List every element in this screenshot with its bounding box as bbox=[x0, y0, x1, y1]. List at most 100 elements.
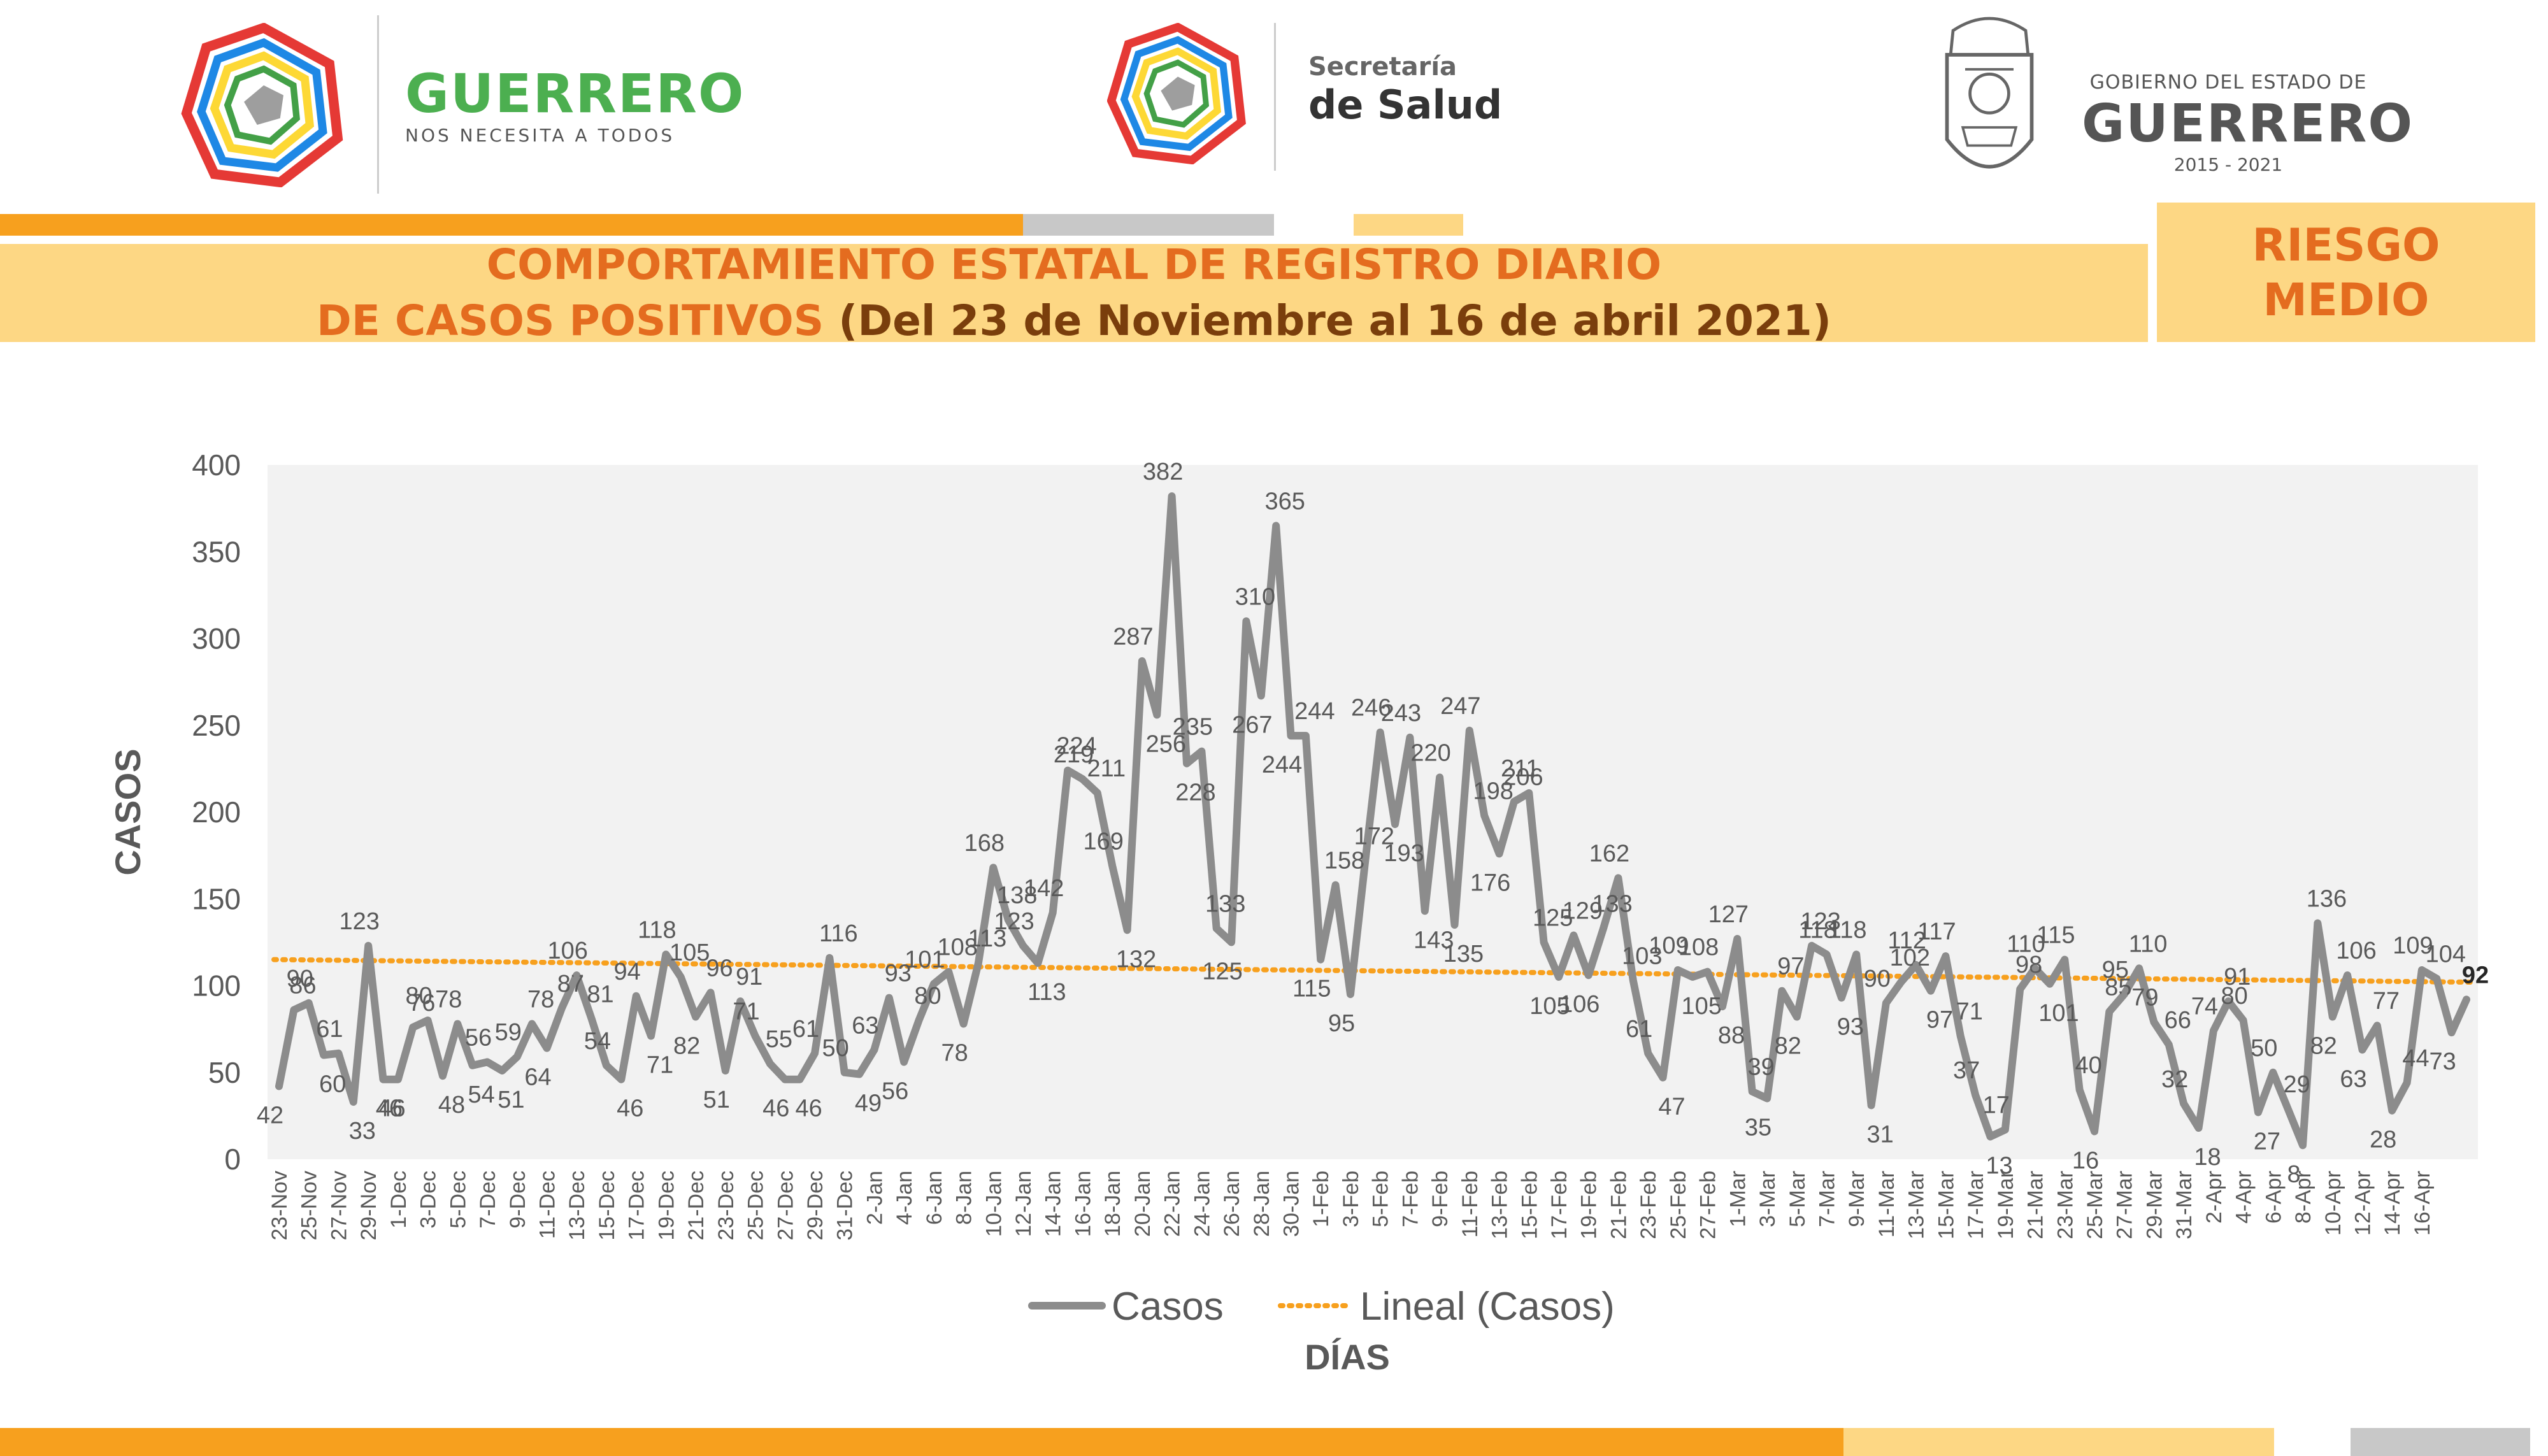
x-tick-label: 23-Mar bbox=[2053, 1171, 2077, 1239]
data-point bbox=[826, 954, 833, 961]
data-label: 118 bbox=[1828, 917, 1867, 943]
data-label: 132 bbox=[1116, 946, 1156, 973]
data-label: 51 bbox=[703, 1087, 730, 1113]
data-label: 168 bbox=[964, 830, 1005, 857]
data-label: 56 bbox=[465, 1024, 492, 1051]
state-coat-of-arms bbox=[1929, 4, 2050, 203]
data-point bbox=[1838, 994, 1845, 1001]
x-tick-label: 3-Mar bbox=[1756, 1171, 1780, 1227]
x-tick-label: 14-Apr bbox=[2380, 1171, 2405, 1236]
data-point bbox=[573, 972, 580, 979]
data-label: 82 bbox=[2310, 1033, 2337, 1060]
data-point bbox=[662, 951, 669, 958]
x-tick-label: 25-Mar bbox=[2083, 1171, 2107, 1239]
data-label: 193 bbox=[1384, 840, 1424, 867]
data-label: 287 bbox=[1113, 624, 1153, 650]
risk-label: RIESGO bbox=[2252, 218, 2440, 271]
data-label: 28 bbox=[2370, 1127, 2396, 1153]
risk-level-box: RIESGO MEDIO bbox=[2157, 203, 2535, 342]
guerrero-emblem-logo bbox=[180, 22, 348, 188]
data-label: 101 bbox=[2038, 1000, 2079, 1027]
data-label: 46 bbox=[762, 1096, 789, 1122]
data-label: 123 bbox=[339, 908, 379, 935]
data-label: 310 bbox=[1235, 583, 1275, 610]
data-point bbox=[2210, 1027, 2217, 1034]
data-point bbox=[543, 1045, 550, 1052]
data-label: 382 bbox=[1143, 459, 1183, 485]
data-point bbox=[1243, 618, 1250, 625]
data-point bbox=[1779, 987, 1786, 994]
data-point bbox=[1540, 939, 1547, 946]
data-point bbox=[2448, 1029, 2455, 1036]
data-label: 108 bbox=[938, 934, 978, 961]
x-tick-label: 5-Feb bbox=[1369, 1171, 1393, 1227]
data-label: 162 bbox=[1589, 841, 1629, 867]
data-point bbox=[2061, 956, 2068, 963]
x-tick-label: 9-Dec bbox=[506, 1171, 530, 1229]
x-tick-label: 6-Apr bbox=[2261, 1171, 2286, 1224]
data-point bbox=[1853, 951, 1860, 958]
secretaria-salud: Secretaría de Salud bbox=[1308, 52, 1502, 128]
data-label: 93 bbox=[885, 960, 912, 987]
data-label: 78 bbox=[435, 986, 462, 1013]
data-label: 244 bbox=[1262, 752, 1302, 778]
data-point bbox=[707, 989, 714, 996]
x-tick-label: 22-Jan bbox=[1161, 1171, 1185, 1237]
x-tick-label: 17-Dec bbox=[625, 1171, 649, 1241]
x-tick-label: 19-Dec bbox=[654, 1171, 678, 1241]
x-tick-label: 2-Jan bbox=[862, 1171, 887, 1225]
x-tick-label: 11-Dec bbox=[535, 1171, 559, 1239]
data-label: 79 bbox=[2131, 985, 2158, 1011]
guerrero-brand: GUERRERO NOS NECESITA A TODOS bbox=[405, 62, 745, 146]
data-point bbox=[1496, 850, 1503, 857]
data-label: 86 bbox=[289, 973, 316, 999]
data-label: 219 bbox=[1054, 741, 1094, 768]
x-tick-label: 12-Apr bbox=[2351, 1171, 2375, 1236]
x-tick-label: 6-Jan bbox=[922, 1171, 947, 1225]
data-label: 142 bbox=[1024, 875, 1064, 902]
data-point bbox=[1942, 953, 1949, 960]
data-label: 244 bbox=[1294, 698, 1335, 725]
data-label: 8 bbox=[2287, 1161, 2300, 1188]
brand-name: GUERRERO bbox=[405, 62, 745, 125]
data-point bbox=[603, 1062, 610, 1069]
data-point bbox=[1764, 1095, 1771, 1102]
data-label: 54 bbox=[584, 1028, 611, 1055]
data-label: 80 bbox=[914, 983, 941, 1010]
data-label: 88 bbox=[1718, 1022, 1745, 1049]
x-tick-label: 17-Mar bbox=[1964, 1171, 1988, 1239]
data-point bbox=[2389, 1107, 2396, 1114]
y-tick-label: 250 bbox=[192, 709, 241, 742]
x-tick-label: 27-Feb bbox=[1696, 1171, 1721, 1239]
x-tick-label: 16-Apr bbox=[2410, 1171, 2435, 1236]
data-label: 47 bbox=[1658, 1094, 1685, 1120]
data-label: 59 bbox=[495, 1019, 522, 1046]
data-label: 110 bbox=[2007, 931, 2045, 957]
secretaria-label: Secretaría bbox=[1308, 52, 1457, 82]
data-point bbox=[1868, 1102, 1875, 1109]
data-label: 66 bbox=[2165, 1007, 2191, 1034]
data-point bbox=[1049, 910, 1056, 917]
data-point bbox=[2240, 1017, 2247, 1024]
data-label: 63 bbox=[2340, 1066, 2366, 1092]
data-point bbox=[1987, 1133, 1994, 1140]
data-point bbox=[856, 1071, 863, 1078]
data-label: 46 bbox=[617, 1096, 643, 1122]
data-label: 35 bbox=[1745, 1115, 1771, 1141]
x-tick-label: 25-Nov bbox=[297, 1171, 322, 1241]
data-label: 13 bbox=[1986, 1153, 2012, 1180]
data-point bbox=[1124, 927, 1131, 934]
gobierno-text: GOBIERNO DEL ESTADO DE GUERRERO 2015 - 2… bbox=[2082, 71, 2412, 175]
data-point bbox=[618, 1076, 625, 1083]
x-tick-label: 31-Mar bbox=[2172, 1171, 2196, 1239]
x-tick-label: 21-Mar bbox=[2024, 1171, 2048, 1239]
x-tick-label: 29-Mar bbox=[2142, 1171, 2166, 1239]
data-point bbox=[1287, 732, 1294, 739]
gobierno-label: GOBIERNO DEL ESTADO DE bbox=[2089, 71, 2367, 94]
data-point bbox=[1094, 790, 1101, 797]
data-point bbox=[1421, 908, 1428, 915]
data-point bbox=[380, 1076, 387, 1083]
data-point bbox=[930, 980, 937, 987]
data-point bbox=[558, 1004, 565, 1011]
x-tick-label: 9-Feb bbox=[1428, 1171, 1452, 1227]
